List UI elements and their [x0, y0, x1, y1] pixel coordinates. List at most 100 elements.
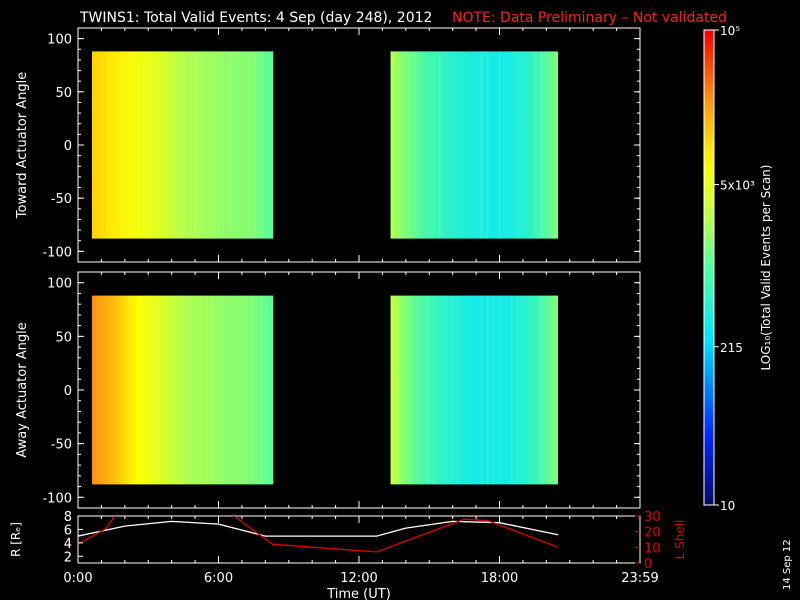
- data-streak: [402, 51, 405, 239]
- data-streak: [432, 295, 435, 485]
- data-streak: [110, 51, 112, 238]
- data-streak: [444, 295, 447, 485]
- data-streak: [152, 51, 154, 238]
- data-streak: [128, 51, 130, 239]
- data-streak: [516, 295, 519, 485]
- data-streak: [505, 296, 507, 485]
- data-streak: [403, 296, 405, 485]
- data-streak: [248, 51, 250, 239]
- data-streak: [415, 296, 417, 485]
- data-streak: [450, 295, 453, 485]
- data-streak: [540, 295, 543, 485]
- data-streak: [528, 51, 531, 239]
- data-streak: [98, 295, 100, 485]
- data-streak: [390, 51, 393, 239]
- data-streak: [116, 296, 118, 485]
- data-streak: [523, 51, 525, 238]
- series-line: [78, 520, 559, 537]
- data-streak: [534, 51, 537, 239]
- data-streak: [206, 51, 208, 239]
- y-tick-label: 0: [64, 384, 72, 399]
- data-streak: [552, 51, 555, 239]
- data-streak: [212, 51, 214, 239]
- data-streak: [224, 296, 226, 485]
- y-tick-label: 2: [64, 550, 72, 565]
- y-axis-label: Toward Actuator Angle: [15, 72, 30, 219]
- data-streak: [122, 295, 124, 485]
- data-streak: [170, 51, 172, 238]
- data-streak: [266, 51, 268, 238]
- y2-tick-label: 30: [644, 510, 661, 525]
- data-streak: [511, 51, 513, 238]
- data-streak: [242, 51, 244, 239]
- data-streak: [182, 295, 184, 485]
- data-streak: [408, 51, 411, 239]
- y-tick-label: -50: [51, 192, 72, 207]
- y-axis-label: Away Actuator Angle: [15, 322, 30, 457]
- data-block: [92, 295, 274, 485]
- y-tick-label: -50: [51, 438, 72, 453]
- data-streak: [104, 295, 106, 485]
- data-streak: [194, 296, 196, 485]
- data-streak: [468, 51, 471, 239]
- data-streak: [552, 295, 555, 485]
- data-streak: [486, 51, 489, 239]
- data-streak: [486, 295, 489, 485]
- data-streak: [230, 51, 232, 239]
- data-streak: [396, 295, 399, 485]
- y-tick-label: 4: [64, 537, 72, 552]
- data-streak: [92, 51, 94, 239]
- data-streak: [146, 295, 148, 485]
- y2-axis-label: L Shell: [673, 520, 687, 560]
- data-streak: [242, 295, 244, 485]
- data-streak: [534, 295, 537, 485]
- data-streak: [546, 295, 549, 485]
- data-streak: [523, 296, 525, 485]
- data-streak: [218, 51, 220, 239]
- panel-frame: [77, 515, 641, 564]
- data-streak: [414, 51, 417, 239]
- y2-tick-label: 20: [644, 526, 661, 541]
- data-streak: [134, 51, 136, 239]
- y-tick-label: 6: [64, 523, 72, 538]
- y-tick-label: 0: [64, 139, 72, 154]
- data-streak: [260, 51, 262, 239]
- x-tick-label: 0:00: [63, 571, 92, 586]
- data-streak: [200, 295, 202, 485]
- preliminary-note: NOTE: Data Preliminary – Not validated: [452, 10, 727, 26]
- data-streak: [426, 295, 429, 485]
- x-axis-label: Time (UT): [326, 587, 391, 600]
- data-streak: [140, 295, 142, 485]
- y-tick-label: 8: [64, 510, 72, 525]
- data-streak: [116, 51, 118, 239]
- y-tick-label: 100: [47, 277, 72, 292]
- data-streak: [140, 51, 142, 239]
- data-streak: [475, 296, 477, 485]
- data-streak: [206, 295, 208, 485]
- data-block: [92, 51, 274, 239]
- data-streak: [182, 51, 184, 239]
- data-streak: [438, 295, 441, 485]
- y-axis-label: R [Rₑ]: [9, 522, 23, 557]
- y-tick-label: -100: [42, 245, 72, 260]
- data-streak: [272, 51, 274, 239]
- data-streak: [498, 51, 501, 239]
- y2-tick-label: 10: [644, 541, 661, 556]
- colorbar: [703, 29, 715, 506]
- data-streak: [254, 51, 256, 239]
- data-streak: [546, 51, 549, 239]
- data-streak: [134, 296, 136, 485]
- data-streak: [433, 51, 435, 238]
- chart-title: TWINS1: Total Valid Events: 4 Sep (day 2…: [79, 10, 432, 26]
- y-tick-label: 50: [55, 86, 72, 101]
- data-streak: [272, 295, 274, 485]
- data-streak: [260, 295, 262, 485]
- data-streak: [92, 296, 94, 485]
- x-tick-label: 6:00: [204, 571, 233, 586]
- data-streak: [426, 51, 429, 239]
- y2-tick-label: 0: [644, 557, 652, 572]
- data-streak: [188, 296, 190, 485]
- data-streak: [540, 51, 543, 239]
- data-streak: [456, 295, 459, 485]
